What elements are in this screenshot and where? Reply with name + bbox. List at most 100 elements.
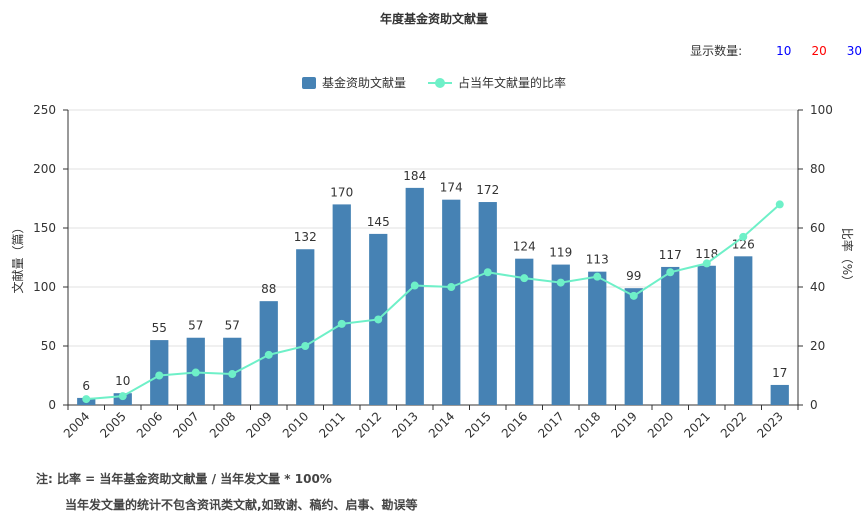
bar [113, 393, 132, 405]
bar [588, 271, 607, 405]
bar [551, 264, 570, 405]
bar [296, 249, 315, 405]
display-count-option-20[interactable]: 20 [811, 43, 827, 58]
bar-value-label: 118 [695, 247, 718, 261]
y-tick-label: 100 [33, 280, 56, 294]
bar-value-label: 88 [261, 282, 276, 296]
bar-value-label: 184 [403, 169, 426, 183]
bar-value-label: 57 [188, 319, 203, 333]
display-count-option-10[interactable]: 10 [776, 43, 792, 58]
bar-value-label: 172 [476, 183, 499, 197]
x-tick-label: 2019 [608, 409, 639, 440]
note-count-exclusion: 当年发文量的统计不包含资讯类文献,如致谢、稿约、启事、勘误等 [65, 498, 418, 512]
legend-item-funded-count[interactable]: 基金资助文献量 [301, 74, 406, 91]
ratio-point [483, 268, 492, 277]
y2-axis-title: 比率（%） [840, 228, 855, 287]
bar-value-label: 57 [225, 319, 240, 333]
ratio-point [191, 368, 200, 377]
legend-item-ratio[interactable]: 占当年文献量的比率 [428, 74, 566, 91]
bar [186, 337, 205, 405]
ratio-point [228, 370, 237, 379]
bar-value-label: 170 [330, 185, 353, 199]
x-tick-label: 2004 [61, 409, 92, 440]
ratio-point [556, 278, 565, 287]
bar-value-label: 174 [440, 181, 463, 195]
x-tick-label: 2008 [207, 409, 238, 440]
ratio-point [301, 342, 310, 350]
bar-value-label: 10 [115, 374, 130, 388]
bar-value-label: 145 [367, 215, 390, 229]
x-tick-label: 2007 [170, 409, 201, 440]
bar [661, 266, 680, 405]
bar [332, 204, 351, 405]
y2-tick-label: 40 [810, 280, 825, 294]
bar-value-label: 126 [732, 237, 755, 251]
y-tick-label: 50 [41, 339, 56, 353]
legend-label-ratio: 占当年文献量的比率 [458, 76, 567, 90]
ratio-point [775, 200, 784, 209]
ratio-line [86, 203, 781, 401]
x-tick-label: 2005 [97, 409, 128, 440]
chart-notes: 注: 比率 = 当年基金资助文献量 / 当年发文量 * 100% 当年发文量的统… [36, 466, 418, 518]
y2-tick-label: 80 [810, 162, 825, 176]
legend-bar-swatch [301, 76, 316, 89]
y-tick-label: 200 [33, 162, 56, 176]
ratio-point [739, 232, 748, 241]
x-tick-label: 2023 [754, 409, 785, 440]
bar [150, 340, 169, 405]
bar-value-label: 17 [772, 366, 787, 380]
bar-value-label: 117 [659, 248, 682, 262]
chart-title: 年度基金资助文献量 [379, 12, 488, 26]
bar [770, 384, 789, 405]
ratio-point [629, 291, 638, 300]
legend-line-swatch [428, 77, 452, 89]
ratio-point [447, 283, 456, 291]
bar [259, 301, 278, 405]
bar [624, 288, 643, 405]
bar-value-label: 55 [152, 321, 167, 335]
legend-label-funded-count: 基金资助文献量 [321, 76, 406, 90]
y-tick-label: 250 [33, 103, 56, 117]
ratio-point [337, 319, 346, 328]
ratio-point [410, 281, 419, 290]
ratio-point [374, 315, 383, 324]
bar [223, 337, 242, 405]
y-tick-label: 0 [48, 398, 56, 412]
ratio-point [155, 371, 164, 380]
x-tick-label: 2015 [462, 409, 493, 440]
ratio-point [520, 274, 529, 283]
x-tick-label: 2013 [389, 409, 420, 440]
y2-tick-label: 0 [810, 398, 818, 412]
x-tick-label: 2018 [572, 409, 603, 440]
x-tick-label: 2021 [681, 409, 712, 440]
bar [697, 265, 716, 405]
ratio-point [702, 259, 711, 268]
y-axis-title: 文献量（篇） [10, 221, 25, 293]
x-tick-label: 2020 [645, 409, 676, 440]
bar [405, 187, 424, 405]
bar-value-label: 124 [513, 240, 536, 254]
y2-tick-label: 60 [810, 221, 825, 235]
bar [734, 256, 753, 405]
x-tick-label: 2010 [280, 409, 311, 440]
ratio-point [666, 268, 675, 277]
bar-value-label: 99 [626, 269, 641, 283]
bar [77, 397, 96, 405]
x-tick-label: 2016 [499, 409, 530, 440]
x-tick-label: 2011 [316, 409, 347, 440]
x-tick-label: 2014 [426, 409, 457, 440]
bar-value-label: 119 [549, 246, 572, 260]
display-count-selector: 显示数量: 10 20 30 [690, 42, 862, 59]
y-tick-label: 150 [33, 221, 56, 235]
display-count-label: 显示数量: [690, 44, 743, 58]
display-count-option-30[interactable]: 30 [846, 43, 862, 58]
x-tick-label: 2017 [535, 409, 566, 440]
x-tick-label: 2022 [718, 409, 749, 440]
bar-value-label: 113 [586, 253, 609, 267]
bar [478, 202, 497, 405]
y2-tick-label: 20 [810, 339, 825, 353]
x-tick-label: 2006 [134, 409, 165, 440]
bar-value-label: 6 [82, 379, 90, 393]
ratio-point [593, 272, 602, 281]
ratio-point [264, 350, 273, 359]
